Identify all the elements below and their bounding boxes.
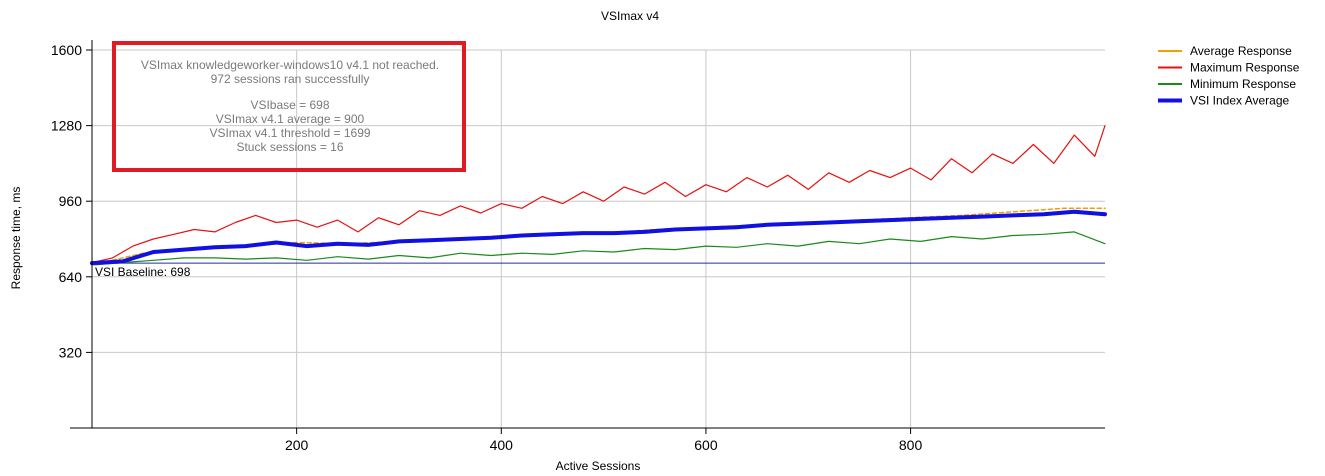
x-axis-ticks: 200 400 600 800 — [285, 428, 923, 453]
grid-lines — [92, 49, 1105, 428]
y-axis-ticks: 320 640 960 1280 1600 — [51, 42, 92, 360]
series-line — [90, 209, 1107, 266]
annotation-border — [112, 41, 466, 172]
series-lines — [90, 124, 1107, 266]
y-axis-label: Response time, ms — [9, 187, 23, 290]
legend-label: Maximum Response — [1190, 61, 1300, 75]
y-tick-label: 960 — [59, 193, 83, 209]
baseline-label: VSI Baseline: 698 — [95, 265, 191, 279]
annotation-line: Stuck sessions = 16 — [236, 140, 343, 154]
annotation-line: 972 sessions ran successfully — [211, 72, 370, 86]
legend: Average Response Maximum Response Minimum … — [1158, 44, 1300, 108]
y-tick-label: 1600 — [51, 42, 82, 58]
series-line — [91, 124, 1106, 264]
y-tick-label: 640 — [59, 269, 83, 285]
annotation-line: VSImax knowledgeworker-windows10 v4.1 no… — [141, 58, 439, 72]
legend-label: Minimum Response — [1190, 77, 1296, 91]
series-line — [91, 231, 1106, 266]
legend-label: VSI Index Average — [1190, 94, 1290, 108]
annotation-line: VSIbase = 698 — [250, 98, 329, 112]
annotation-line: VSImax v4.1 threshold = 1699 — [209, 126, 370, 140]
y-tick-label: 320 — [59, 344, 83, 360]
x-tick-label: 400 — [490, 437, 514, 453]
y-tick-label: 1280 — [51, 118, 82, 134]
x-axis-label: Active Sessions — [556, 459, 641, 473]
chart-title: VSImax v4 — [601, 9, 659, 23]
annotation-line: VSImax v4.1 average = 900 — [216, 112, 365, 126]
axes — [70, 40, 1105, 429]
legend-label: Average Response — [1190, 44, 1292, 58]
x-tick-label: 800 — [899, 437, 923, 453]
x-tick-label: 600 — [694, 437, 718, 453]
x-tick-label: 200 — [285, 437, 309, 453]
annotation-box: VSImax knowledgeworker-windows10 v4.1 no… — [112, 41, 466, 172]
